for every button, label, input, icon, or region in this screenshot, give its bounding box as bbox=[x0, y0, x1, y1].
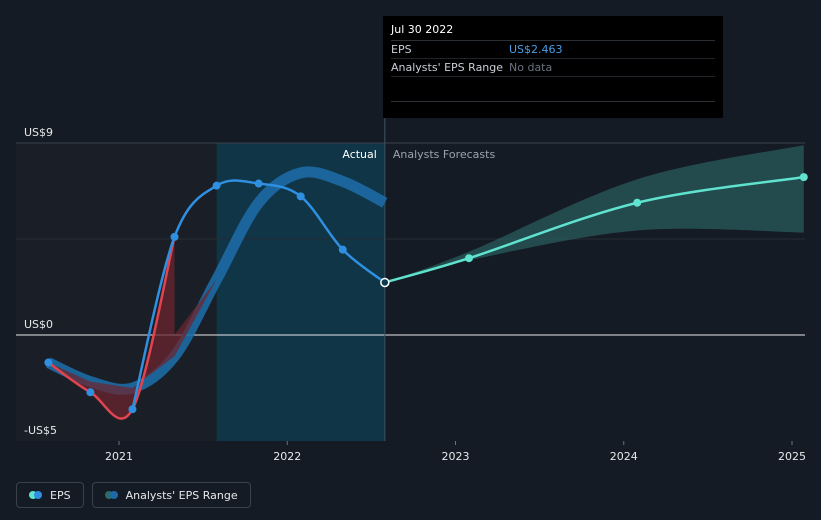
tooltip-spacer bbox=[391, 77, 715, 102]
eps-line-forecast bbox=[384, 175, 804, 284]
range-legend-icon bbox=[104, 491, 118, 499]
x-tick-label: 2025 bbox=[778, 450, 806, 463]
eps-forecast-point bbox=[464, 254, 473, 263]
y-tick-labels: US$9 US$0 -US$5 bbox=[24, 126, 57, 437]
eps-point-layer bbox=[44, 173, 808, 414]
forecast-region-label: Analysts Forecasts bbox=[393, 148, 496, 161]
x-tick-label: 2021 bbox=[105, 450, 133, 463]
x-tick-label: 2023 bbox=[442, 450, 470, 463]
eps-point bbox=[338, 245, 347, 254]
y-tick-label: US$9 bbox=[24, 126, 53, 139]
eps-forecast-point bbox=[799, 173, 808, 182]
eps-forecast-point bbox=[633, 198, 642, 207]
tooltip-eps-label: EPS bbox=[391, 43, 412, 56]
chart-legend: EPS Analysts' EPS Range bbox=[16, 482, 251, 508]
eps-point bbox=[128, 405, 137, 414]
eps-point bbox=[44, 358, 53, 367]
tooltip-date: Jul 30 2022 bbox=[391, 22, 715, 41]
x-tick-labels: 2021 2022 2023 2024 2025 bbox=[105, 441, 806, 463]
actual-region-label: Actual bbox=[342, 148, 376, 161]
y-tick-label: US$0 bbox=[24, 318, 53, 331]
eps-point bbox=[212, 181, 221, 190]
x-tick-label: 2024 bbox=[610, 450, 638, 463]
legend-eps-label: EPS bbox=[50, 488, 71, 502]
legend-item-eps[interactable]: EPS bbox=[16, 482, 84, 508]
tooltip-row-eps: EPS US$2.463 bbox=[391, 41, 715, 59]
eps-point bbox=[254, 179, 263, 188]
x-tick-label: 2022 bbox=[273, 450, 301, 463]
tooltip-range-value: No data bbox=[509, 61, 553, 74]
eps-legend-icon bbox=[29, 491, 42, 499]
eps-point bbox=[296, 192, 305, 201]
tooltip-row-range: Analysts' EPS Range No data bbox=[391, 59, 715, 77]
legend-item-range[interactable]: Analysts' EPS Range bbox=[91, 482, 251, 508]
legend-range-label: Analysts' EPS Range bbox=[125, 488, 238, 502]
tooltip-range-label: Analysts' EPS Range bbox=[391, 61, 504, 74]
eps-tooltip: Jul 30 2022 EPS US$2.463 Analysts' EPS R… bbox=[383, 16, 723, 118]
eps-point-current bbox=[380, 277, 390, 288]
eps-line-negative bbox=[47, 236, 176, 420]
eps-point bbox=[86, 388, 95, 397]
tooltip-eps-value: US$2.463 bbox=[509, 43, 563, 56]
range-band-negative bbox=[48, 236, 217, 419]
eps-point bbox=[170, 232, 179, 241]
y-tick-label: -US$5 bbox=[24, 424, 57, 437]
